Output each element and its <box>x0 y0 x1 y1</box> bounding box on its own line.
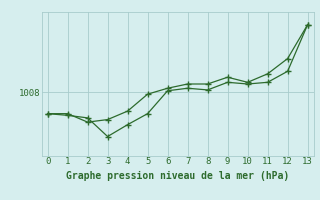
X-axis label: Graphe pression niveau de la mer (hPa): Graphe pression niveau de la mer (hPa) <box>66 171 289 181</box>
